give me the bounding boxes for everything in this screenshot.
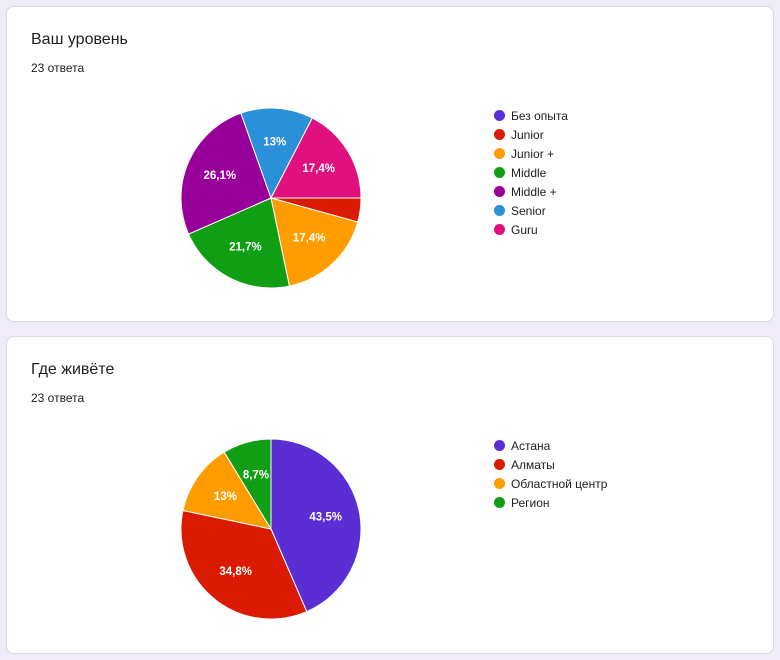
pie-slice-value-label: 34,8%	[219, 566, 252, 578]
legend-item[interactable]: Senior	[494, 201, 568, 220]
legend-swatch-icon	[494, 497, 505, 508]
pie-slice-регион[interactable]	[223, 438, 272, 531]
pie-slice-junior[interactable]	[270, 197, 359, 287]
pie-slice-value-label: 17,4%	[302, 163, 335, 175]
legend-swatch-icon	[494, 224, 505, 235]
legend-location: Астана Алматы Областной центр Регион	[494, 436, 607, 512]
legend-swatch-icon	[494, 478, 505, 489]
legend-label: Без опыта	[511, 108, 568, 123]
legend-swatch-icon	[494, 205, 505, 216]
legend-swatch-icon	[494, 186, 505, 197]
legend-swatch-icon	[494, 148, 505, 159]
pie-slice-value-label: 13%	[263, 136, 286, 148]
legend-item[interactable]: Астана	[494, 436, 607, 455]
legend-label: Регион	[511, 495, 550, 510]
legend-item[interactable]: Middle +	[494, 182, 568, 201]
legend-item[interactable]: Middle	[494, 163, 568, 182]
legend-swatch-icon	[494, 459, 505, 470]
legend-item[interactable]: Регион	[494, 493, 607, 512]
pie-slice-value-label: 43,5%	[309, 512, 342, 524]
legend-label: Guru	[511, 222, 538, 237]
pie-slice-senior[interactable]	[240, 107, 313, 200]
chart-title: Ваш уровень	[31, 31, 128, 48]
legend-label: Областной центр	[511, 476, 608, 491]
legend-swatch-icon	[494, 440, 505, 451]
legend-item[interactable]: Guru	[494, 220, 568, 239]
legend-item[interactable]: Без опыта	[494, 106, 568, 125]
pie-slice-астана[interactable]	[270, 438, 362, 613]
legend-label: Астана	[511, 438, 551, 453]
chart-card-location: Где живёте 23 ответа 43,5% 34,8% 13% 8,7% А…	[6, 336, 774, 654]
pie-slice-value-label: 21,7%	[229, 242, 262, 254]
pie-slice-value-label: 8,7%	[243, 469, 269, 481]
legend-item[interactable]: Junior	[494, 125, 568, 144]
pie-slice-middle[interactable]	[187, 197, 291, 289]
pie-slice-value-label: 17,4%	[293, 233, 326, 245]
pie-slice-value-label: 13%	[214, 491, 237, 503]
pie-slice-middle[interactable]	[180, 112, 272, 235]
legend-label: Junior +	[511, 146, 555, 161]
response-count: 23 ответа	[31, 391, 85, 405]
legend-label: Junior	[511, 127, 544, 142]
chart-title: Где живёте	[31, 361, 115, 378]
legend-swatch-icon	[494, 110, 505, 121]
legend-label: Senior	[511, 203, 546, 218]
legend-label: Алматы	[511, 457, 555, 472]
legend-swatch-icon	[494, 167, 505, 178]
legend-item[interactable]: Алматы	[494, 455, 607, 474]
legend-label: Middle +	[511, 184, 557, 199]
pie-slice-областной-центр[interactable]	[182, 451, 273, 530]
pie-slice-value-label: 26,1%	[203, 170, 236, 182]
pie-slice-алматы[interactable]	[180, 509, 308, 620]
legend-swatch-icon	[494, 129, 505, 140]
pie-chart-level: 17,4% 21,7% 26,1% 13% 17,4%	[180, 107, 362, 289]
response-count: 23 ответа	[31, 61, 85, 75]
chart-card-level: Ваш уровень 23 ответа 17,4% 21,7% 26,1% 13%…	[6, 6, 774, 322]
legend-item[interactable]: Junior +	[494, 144, 568, 163]
pie-slice-guru[interactable]	[270, 117, 362, 199]
legend-label: Middle	[511, 165, 547, 180]
legend-level: Без опыта Junior Junior + Middle Middle + Sen…	[494, 106, 568, 239]
pie-chart-location: 43,5% 34,8% 13% 8,7%	[180, 438, 362, 620]
legend-item[interactable]: Областной центр	[494, 474, 607, 493]
